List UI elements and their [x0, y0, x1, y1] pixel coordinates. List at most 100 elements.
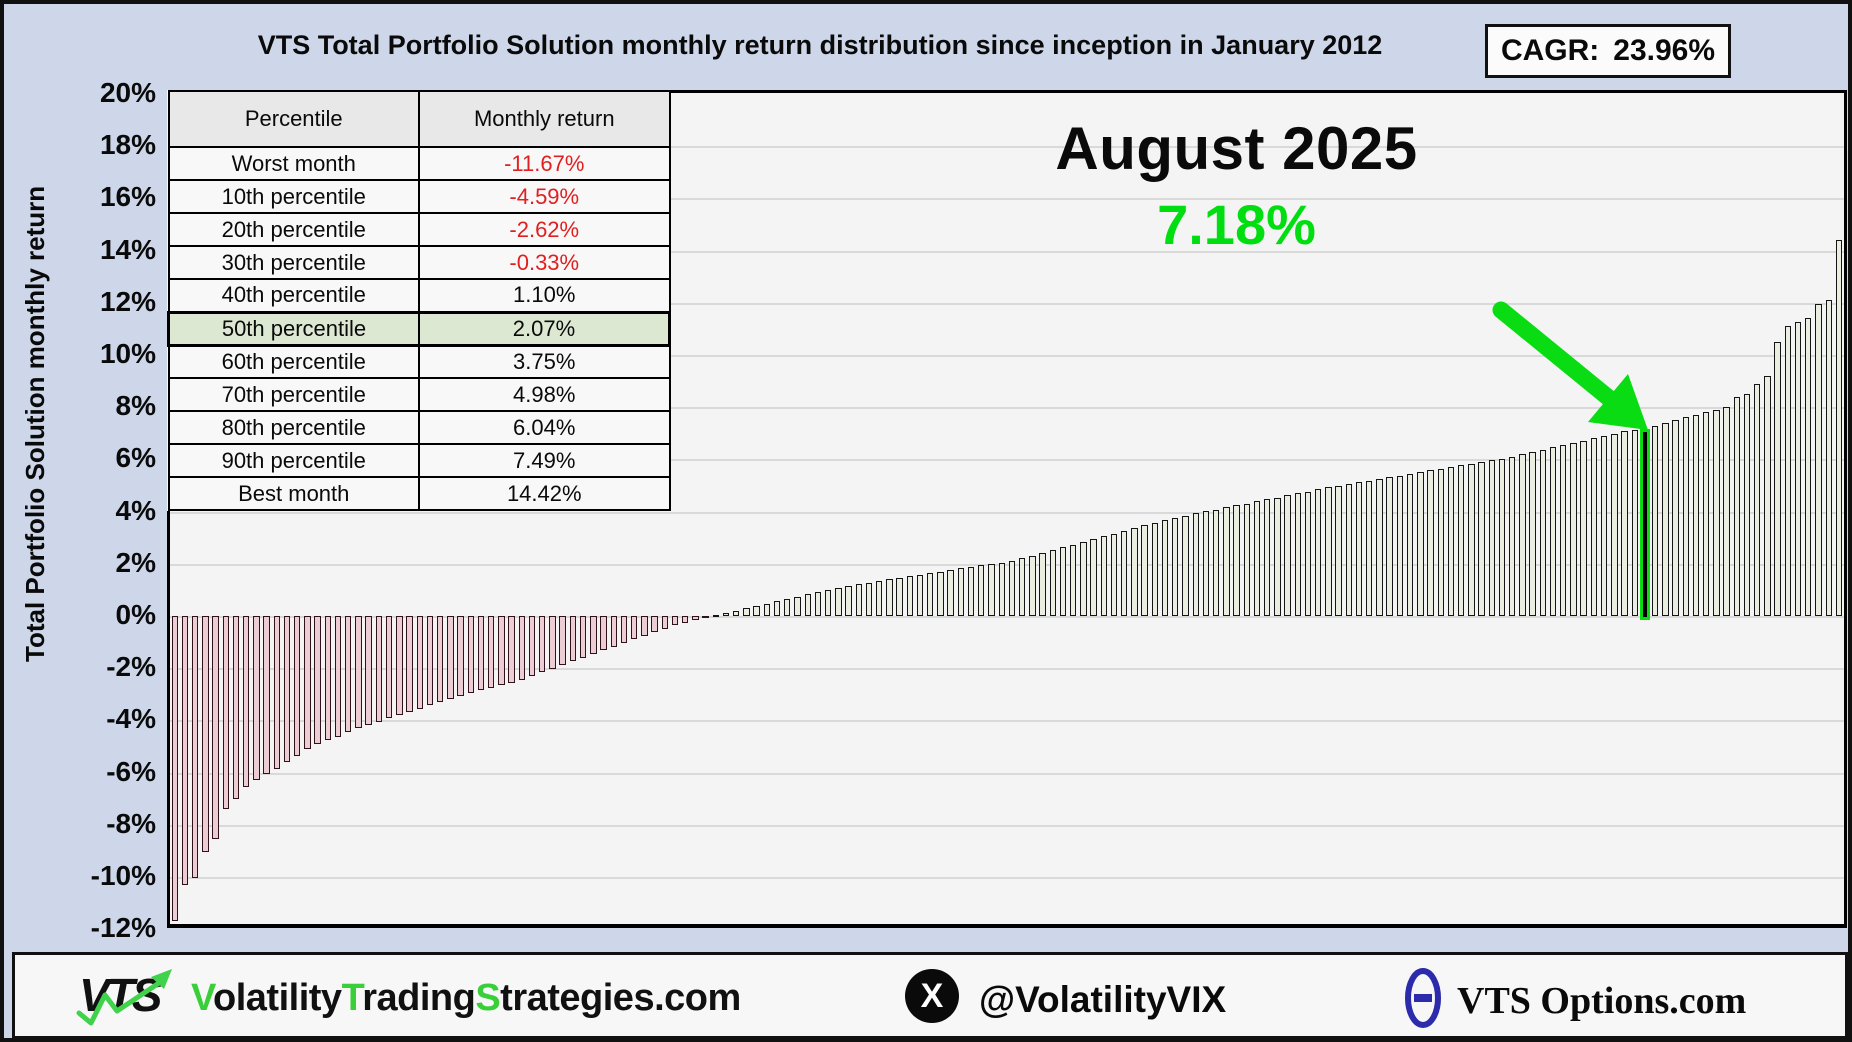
percentile-cell: Best month: [167, 476, 420, 511]
percentile-cell: 60th percentile: [167, 344, 420, 379]
return-bar: [1212, 509, 1220, 616]
cagr-badge: CAGR: 23.96%: [1485, 24, 1731, 78]
brand-segment: olatility: [213, 977, 342, 1019]
return-bar: [1182, 515, 1189, 616]
return-bar: [232, 616, 240, 799]
return-bar: [416, 616, 423, 709]
gridline: [170, 511, 1844, 514]
gridline: [170, 772, 1844, 775]
return-bar: [1703, 412, 1710, 616]
return-bar: [477, 616, 485, 691]
return-bar: [202, 616, 209, 853]
percentile-cell: 30th percentile: [167, 245, 420, 280]
return-bar: [1141, 525, 1148, 616]
return-bar: [1366, 480, 1373, 616]
return-cell: 14.42%: [418, 476, 671, 511]
return-bar: [875, 581, 883, 616]
return-bar: [1396, 475, 1404, 616]
gridline: [170, 407, 1844, 410]
table-row: 40th percentile 1.10%: [167, 278, 671, 313]
return-bar: [1335, 485, 1342, 616]
return-bar: [1243, 503, 1250, 616]
return-bar: [1100, 536, 1107, 616]
return-bar: [886, 579, 893, 616]
return-bar: [1692, 414, 1700, 616]
return-bar: [927, 573, 934, 616]
return-bar: [569, 616, 577, 662]
return-bar: [181, 616, 189, 885]
table-row: 80th percentile 6.04%: [167, 410, 671, 445]
y-tick-label: -2%: [106, 651, 156, 683]
return-bar: [1284, 495, 1291, 616]
percentile-cell: 10th percentile: [167, 179, 420, 214]
chart-title: VTS Total Portfolio Solution monthly ret…: [257, 30, 1383, 60]
return-bar: [294, 616, 301, 756]
return-bar: [1090, 539, 1097, 616]
twitter-handle: @VolatilityVIX: [979, 979, 1227, 1020]
return-bar: [722, 613, 730, 616]
return-bar: [1805, 317, 1812, 616]
return-bar: [1672, 419, 1679, 616]
gridline: [170, 824, 1844, 827]
table-row: 60th percentile 3.75%: [167, 344, 671, 379]
return-cell: -4.59%: [418, 179, 671, 214]
return-bar: [1039, 552, 1046, 616]
return-bar: [1172, 517, 1179, 616]
return-bar: [763, 603, 771, 616]
gridline: [170, 616, 1844, 618]
gridline: [170, 877, 1844, 879]
return-bar: [1253, 501, 1261, 616]
return-cell: -11.67%: [418, 146, 671, 181]
return-cell: 6.04%: [418, 410, 671, 445]
return-bar: [1590, 438, 1598, 616]
return-bar: [263, 616, 270, 774]
options-site-text: VTS Options.com: [1457, 980, 1747, 1022]
return-bar: [467, 616, 474, 693]
y-tick-label: -6%: [106, 755, 156, 787]
y-tick-label: -10%: [90, 860, 156, 891]
return-bar: [539, 616, 546, 673]
return-bar: [1121, 530, 1128, 616]
table-row: Best month 14.42%: [167, 476, 671, 511]
y-tick-label: 12%: [99, 285, 156, 317]
return-bar: [1437, 468, 1444, 616]
return-bar: [375, 616, 383, 722]
return-bar: [1355, 482, 1363, 616]
return-bar: [620, 616, 628, 644]
return-bar: [610, 616, 617, 647]
vts-logo-trend-arrow-icon: [76, 969, 172, 1026]
return-bar: [692, 616, 699, 621]
return-bar: [845, 585, 852, 616]
percentile-cell: 90th percentile: [167, 443, 420, 478]
return-bar: [814, 591, 822, 616]
return-bar: [171, 616, 178, 921]
theta-logo-icon: [1405, 968, 1441, 1028]
gridline: [170, 355, 1844, 357]
return-bar: [1059, 547, 1067, 616]
return-bar: [518, 616, 526, 680]
return-bar: [1223, 507, 1230, 616]
percentile-cell: 50th percentile: [167, 310, 420, 347]
return-bar: [1029, 555, 1036, 616]
return-bar: [1417, 472, 1424, 616]
return-cell: 1.10%: [418, 278, 671, 313]
return-bar: [242, 616, 250, 787]
return-bar: [1386, 477, 1393, 616]
return-bar: [835, 587, 842, 616]
y-tick-label: 16%: [99, 181, 156, 213]
return-bar: [1662, 422, 1669, 616]
return-bar: [1631, 430, 1638, 616]
return-bar: [1406, 473, 1414, 616]
table-header-cell: Monthly return: [418, 90, 671, 148]
return-bar: [1345, 484, 1353, 616]
return-bar: [1784, 326, 1792, 616]
return-bar: [426, 616, 434, 706]
return-cell: 2.07%: [418, 310, 671, 347]
return-bar: [1131, 528, 1138, 616]
return-bar: [212, 616, 219, 840]
return-bar: [314, 616, 321, 744]
return-bar: [794, 596, 801, 616]
y-tick-label: 8%: [115, 390, 156, 422]
return-bar: [1600, 435, 1608, 616]
x-twitter-icon: X: [905, 969, 959, 1023]
